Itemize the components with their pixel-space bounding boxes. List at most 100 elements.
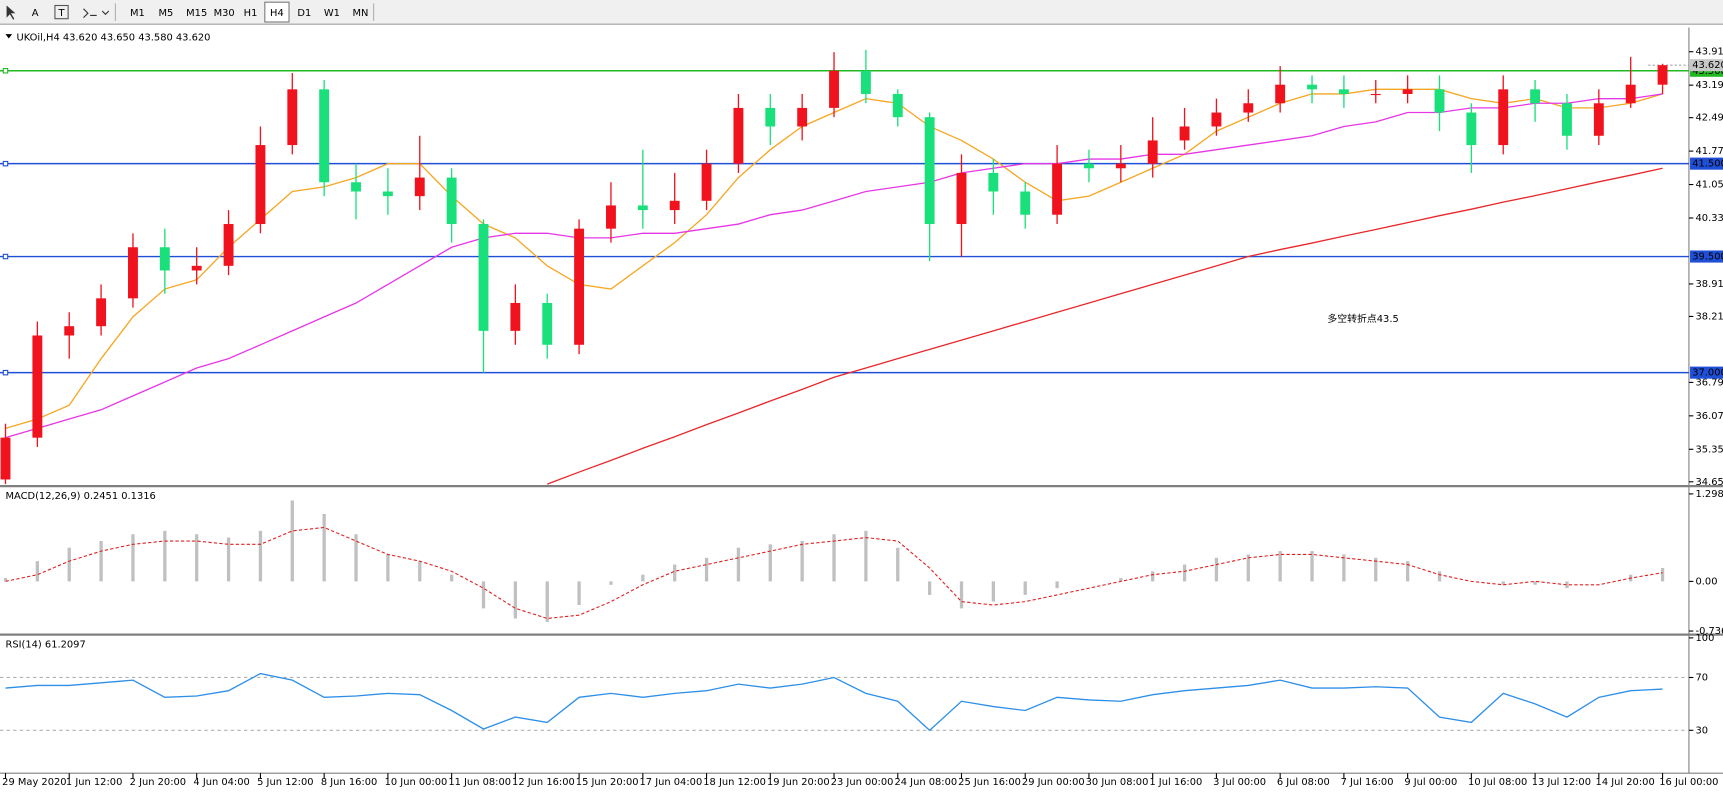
x-tick-label: 14 Jul 20:00 xyxy=(1596,777,1655,788)
annotation: 多空转折点43.5 xyxy=(1327,312,1398,325)
timeframe-button[interactable]: M15 xyxy=(186,8,207,19)
x-tick-label: 3 Jul 00:00 xyxy=(1213,777,1266,788)
candle-body xyxy=(574,228,585,345)
y-tick-label: 30 xyxy=(1696,725,1709,736)
candle-body xyxy=(255,145,266,225)
tool-button[interactable]: T xyxy=(58,8,66,19)
candle-body xyxy=(1020,191,1031,215)
rsi-line xyxy=(5,672,1663,732)
candle-body xyxy=(1593,103,1604,136)
y-tick-label: 70 xyxy=(1696,672,1709,683)
candle-body xyxy=(223,224,234,266)
candle-body xyxy=(733,107,744,164)
tool-button[interactable]: A xyxy=(32,8,39,19)
candle-body xyxy=(637,205,648,211)
last-price-label: 43.620 xyxy=(1692,60,1723,71)
x-tick-label: 12 Jun 16:00 xyxy=(512,777,575,788)
candle-body xyxy=(1084,163,1094,169)
text-tool-box xyxy=(54,4,69,20)
x-tick-label: 9 Jul 00:00 xyxy=(1404,777,1457,788)
candle-body xyxy=(1147,140,1158,164)
timeframe-button[interactable]: M30 xyxy=(214,8,235,19)
level-label: 41.500 xyxy=(1692,159,1723,170)
candle-body xyxy=(1657,65,1668,85)
level-handle xyxy=(2,369,9,376)
level-label-box xyxy=(1690,366,1723,379)
candle-body xyxy=(1115,163,1126,169)
x-tick-label: 7 Jul 16:00 xyxy=(1341,777,1394,788)
y-tick-label: 34.650 xyxy=(1696,477,1723,488)
x-tick-label: 1 Jul 16:00 xyxy=(1149,777,1202,788)
timeframe-button[interactable]: D1 xyxy=(297,8,311,19)
x-tick-label: 4 Jun 04:00 xyxy=(193,777,249,788)
candle-body xyxy=(988,172,999,192)
candle-body xyxy=(382,191,393,197)
indicator-title: RSI(14) 61.2097 xyxy=(5,640,85,651)
toolbar xyxy=(0,0,1723,25)
x-tick-label: 2 Jun 20:00 xyxy=(130,777,186,788)
candle-body xyxy=(510,302,521,331)
candle-body xyxy=(892,93,903,118)
candle-body xyxy=(1370,93,1381,96)
candle-body xyxy=(956,172,967,225)
candle-body xyxy=(1530,89,1541,104)
candle-body xyxy=(606,205,616,229)
candle-body xyxy=(96,298,107,327)
cursor-icon[interactable] xyxy=(6,5,16,20)
x-tick-label: 18 Jun 12:00 xyxy=(703,777,766,788)
timeframe-button[interactable]: H4 xyxy=(270,8,284,19)
candle-body xyxy=(1179,126,1190,141)
candle-body xyxy=(1434,89,1445,113)
x-tick-label: 13 Jul 12:00 xyxy=(1532,777,1591,788)
y-tick-label: 0.00 xyxy=(1696,576,1718,587)
candle-body xyxy=(701,163,712,201)
y-tick-label: 38.210 xyxy=(1696,311,1723,322)
x-tick-label: 6 Jul 08:00 xyxy=(1277,777,1330,788)
indicator-title: MACD(12,26,9) 0.2451 0.1316 xyxy=(5,491,155,502)
level-label-box xyxy=(1690,250,1723,263)
candle-body xyxy=(1498,89,1509,146)
y-tick-label: 100 xyxy=(1696,633,1715,644)
timeframe-button[interactable]: W1 xyxy=(324,8,340,19)
candle-body xyxy=(128,247,138,299)
timeframe-button[interactable]: H1 xyxy=(244,8,258,19)
level-label: 37.000 xyxy=(1692,368,1723,379)
moving-average xyxy=(546,167,1663,485)
candle-body xyxy=(669,200,680,211)
candle-body xyxy=(351,182,361,192)
level-handle xyxy=(2,253,9,260)
draw-icon[interactable] xyxy=(83,8,110,18)
chart-area xyxy=(0,27,1723,793)
y-tick-label: -0.7362 xyxy=(1696,626,1723,637)
y-tick-label: 40.330 xyxy=(1696,213,1723,224)
x-tick-label: 16 Jul 00:00 xyxy=(1659,777,1718,788)
candle-body xyxy=(542,302,553,345)
timeframe-button[interactable]: M5 xyxy=(159,8,174,19)
timeframe-button[interactable]: MN xyxy=(352,8,368,19)
y-tick-label: 42.490 xyxy=(1696,113,1723,124)
candle-body xyxy=(765,107,776,127)
timeframe-button[interactable]: M1 xyxy=(130,8,145,19)
candle-body xyxy=(1052,163,1063,215)
x-tick-label: 24 Jun 08:00 xyxy=(894,777,957,788)
x-tick-label: 29 Jun 00:00 xyxy=(1022,777,1085,788)
candle-body xyxy=(1275,84,1286,104)
candle-body xyxy=(0,437,11,480)
level-label: 39.500 xyxy=(1692,252,1723,263)
collapse-arrow[interactable] xyxy=(5,34,13,39)
candle-body xyxy=(1243,103,1254,113)
x-tick-label: 11 Jun 08:00 xyxy=(448,777,511,788)
candle-body xyxy=(414,177,425,197)
moving-average xyxy=(5,93,1663,439)
x-tick-label: 25 Jun 16:00 xyxy=(958,777,1021,788)
candle-body xyxy=(1211,112,1222,127)
x-tick-label: 5 Jun 12:00 xyxy=(257,777,313,788)
level-handle xyxy=(2,160,9,167)
timeframe-selected xyxy=(264,1,290,23)
x-tick-label: 30 Jun 08:00 xyxy=(1086,777,1149,788)
x-tick-label: 10 Jul 08:00 xyxy=(1468,777,1527,788)
candle-body xyxy=(446,177,457,225)
level-label: 43.500 xyxy=(1692,66,1723,77)
